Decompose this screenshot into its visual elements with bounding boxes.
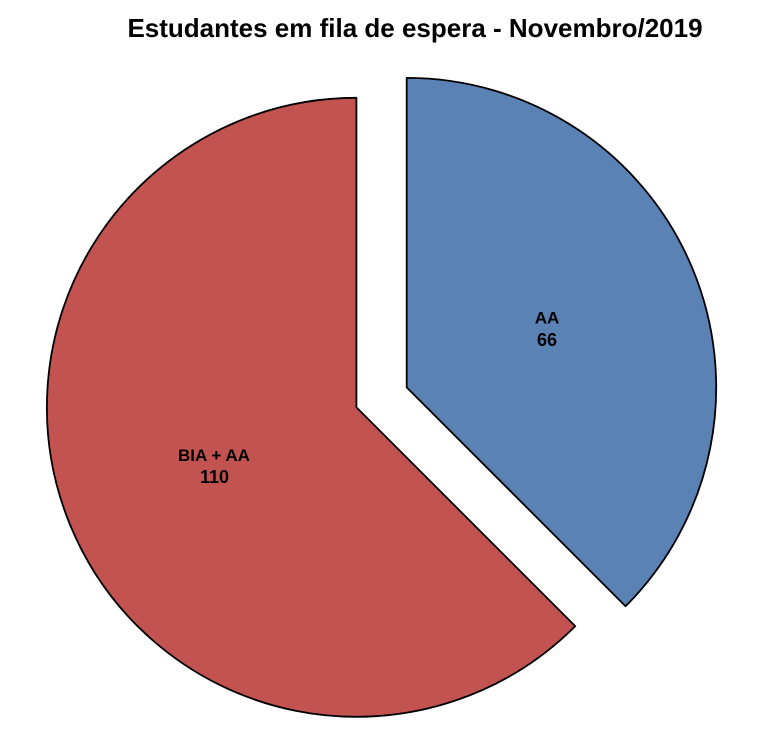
svg-text:BIA + AA: BIA + AA <box>178 446 250 465</box>
svg-text:Estudantes em fila de espera -: Estudantes em fila de espera - Novembro/… <box>127 13 702 43</box>
svg-text:AA: AA <box>535 309 560 328</box>
svg-text:66: 66 <box>537 330 557 350</box>
svg-text:110: 110 <box>200 467 229 487</box>
